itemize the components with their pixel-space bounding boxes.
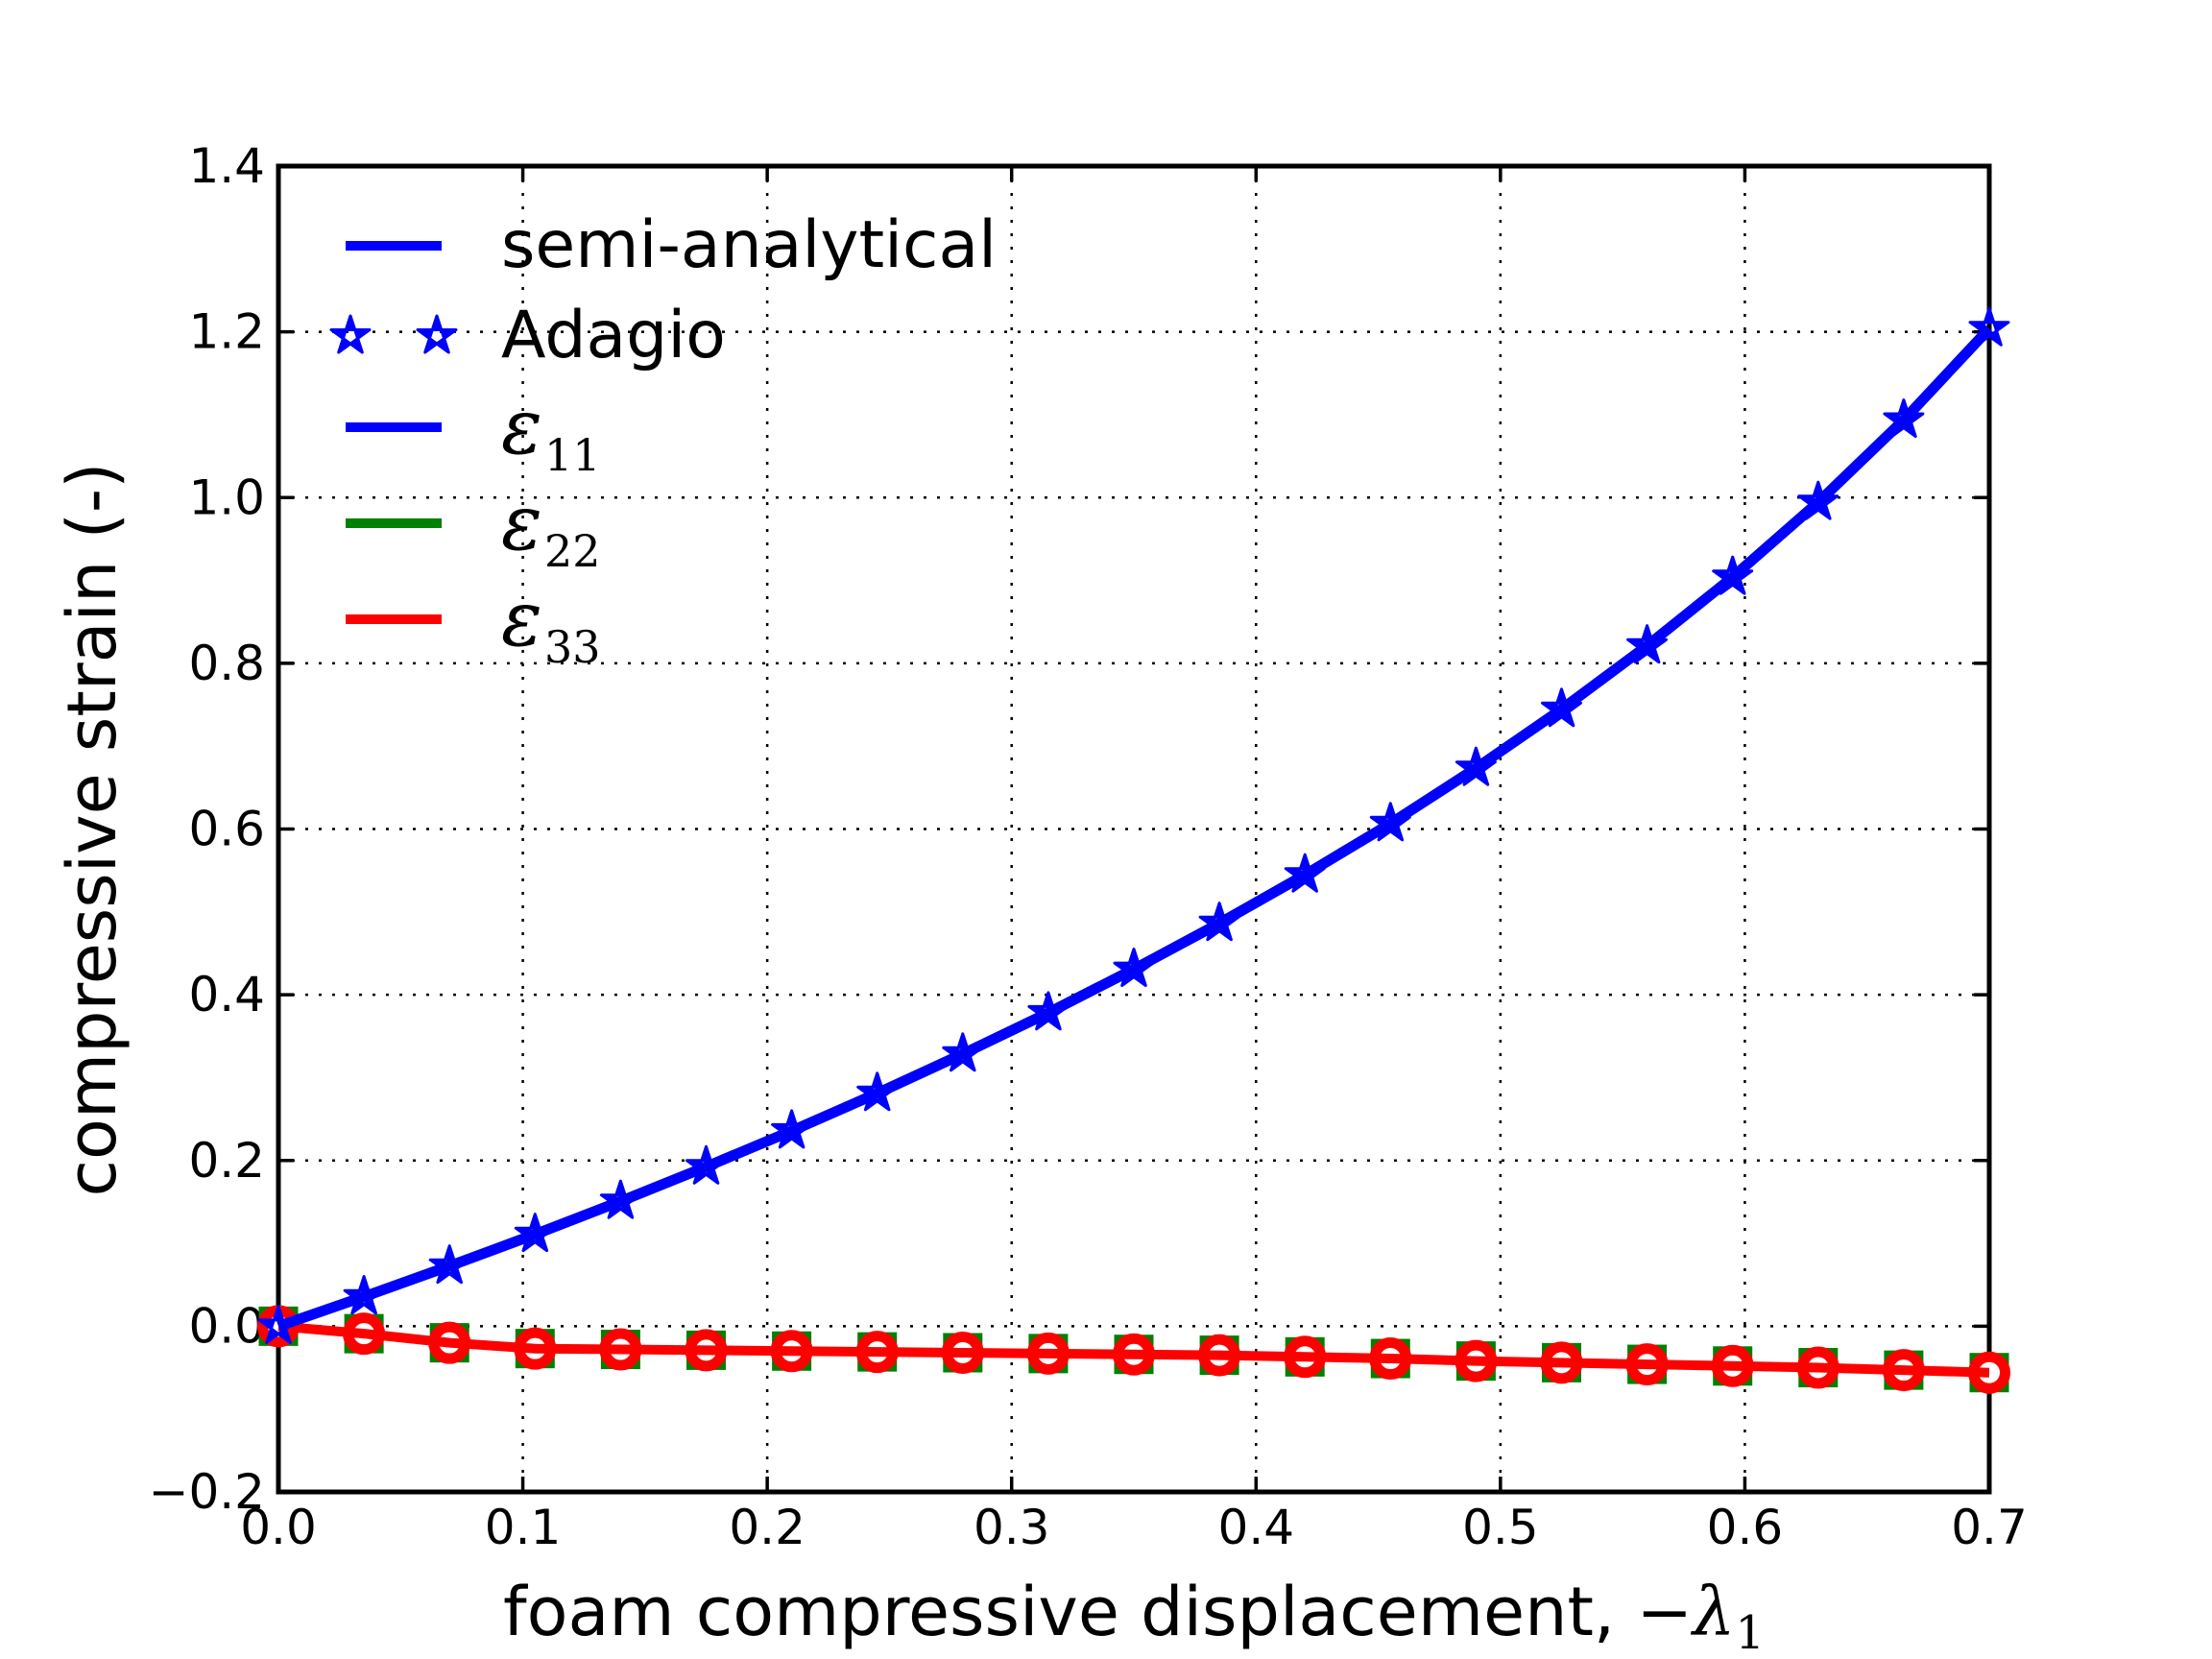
legend-label-semi-analytical: semi-analytical [501,207,998,283]
legend-handle-star [329,314,372,354]
y-tick-label: 0.0 [188,1298,265,1354]
x-tick-label: 0.7 [1951,1500,2028,1555]
x-axis-label: foam compressive displacement, −λ1 [502,1573,1766,1659]
y-tick-label: 0.6 [188,802,265,857]
legend-handle-star [416,314,458,354]
y-tick-label: −0.2 [149,1464,265,1520]
y-tick-label: 0.4 [188,967,265,1022]
x-tick-label: 0.6 [1707,1500,1784,1555]
legend-label-eps22: ε22 [501,478,601,577]
legend-label-eps33: ε33 [501,574,601,673]
y-tick-label: 1.2 [188,304,265,360]
legend-label-adagio: Adagio [501,298,726,373]
y-tick-label: 1.4 [188,138,265,194]
eps11-line [276,325,1994,1332]
eps33-line [277,1321,1990,1378]
x-tick-label: 0.1 [485,1500,562,1555]
x-tick-label: 0.5 [1462,1500,1539,1555]
y-tick-label: 0.2 [188,1133,265,1189]
y-tick-label: 0.8 [188,636,265,691]
legend-label-eps11: ε11 [501,382,601,481]
y-axis-label: compressive strain (-) [53,462,132,1197]
x-tick-label: 0.3 [974,1500,1050,1555]
x-tick-label: 0.2 [729,1500,805,1555]
x-tick-label: 0.4 [1218,1500,1295,1555]
x-tick-label: 0.0 [240,1500,317,1555]
y-tick-label: 1.0 [188,469,265,525]
